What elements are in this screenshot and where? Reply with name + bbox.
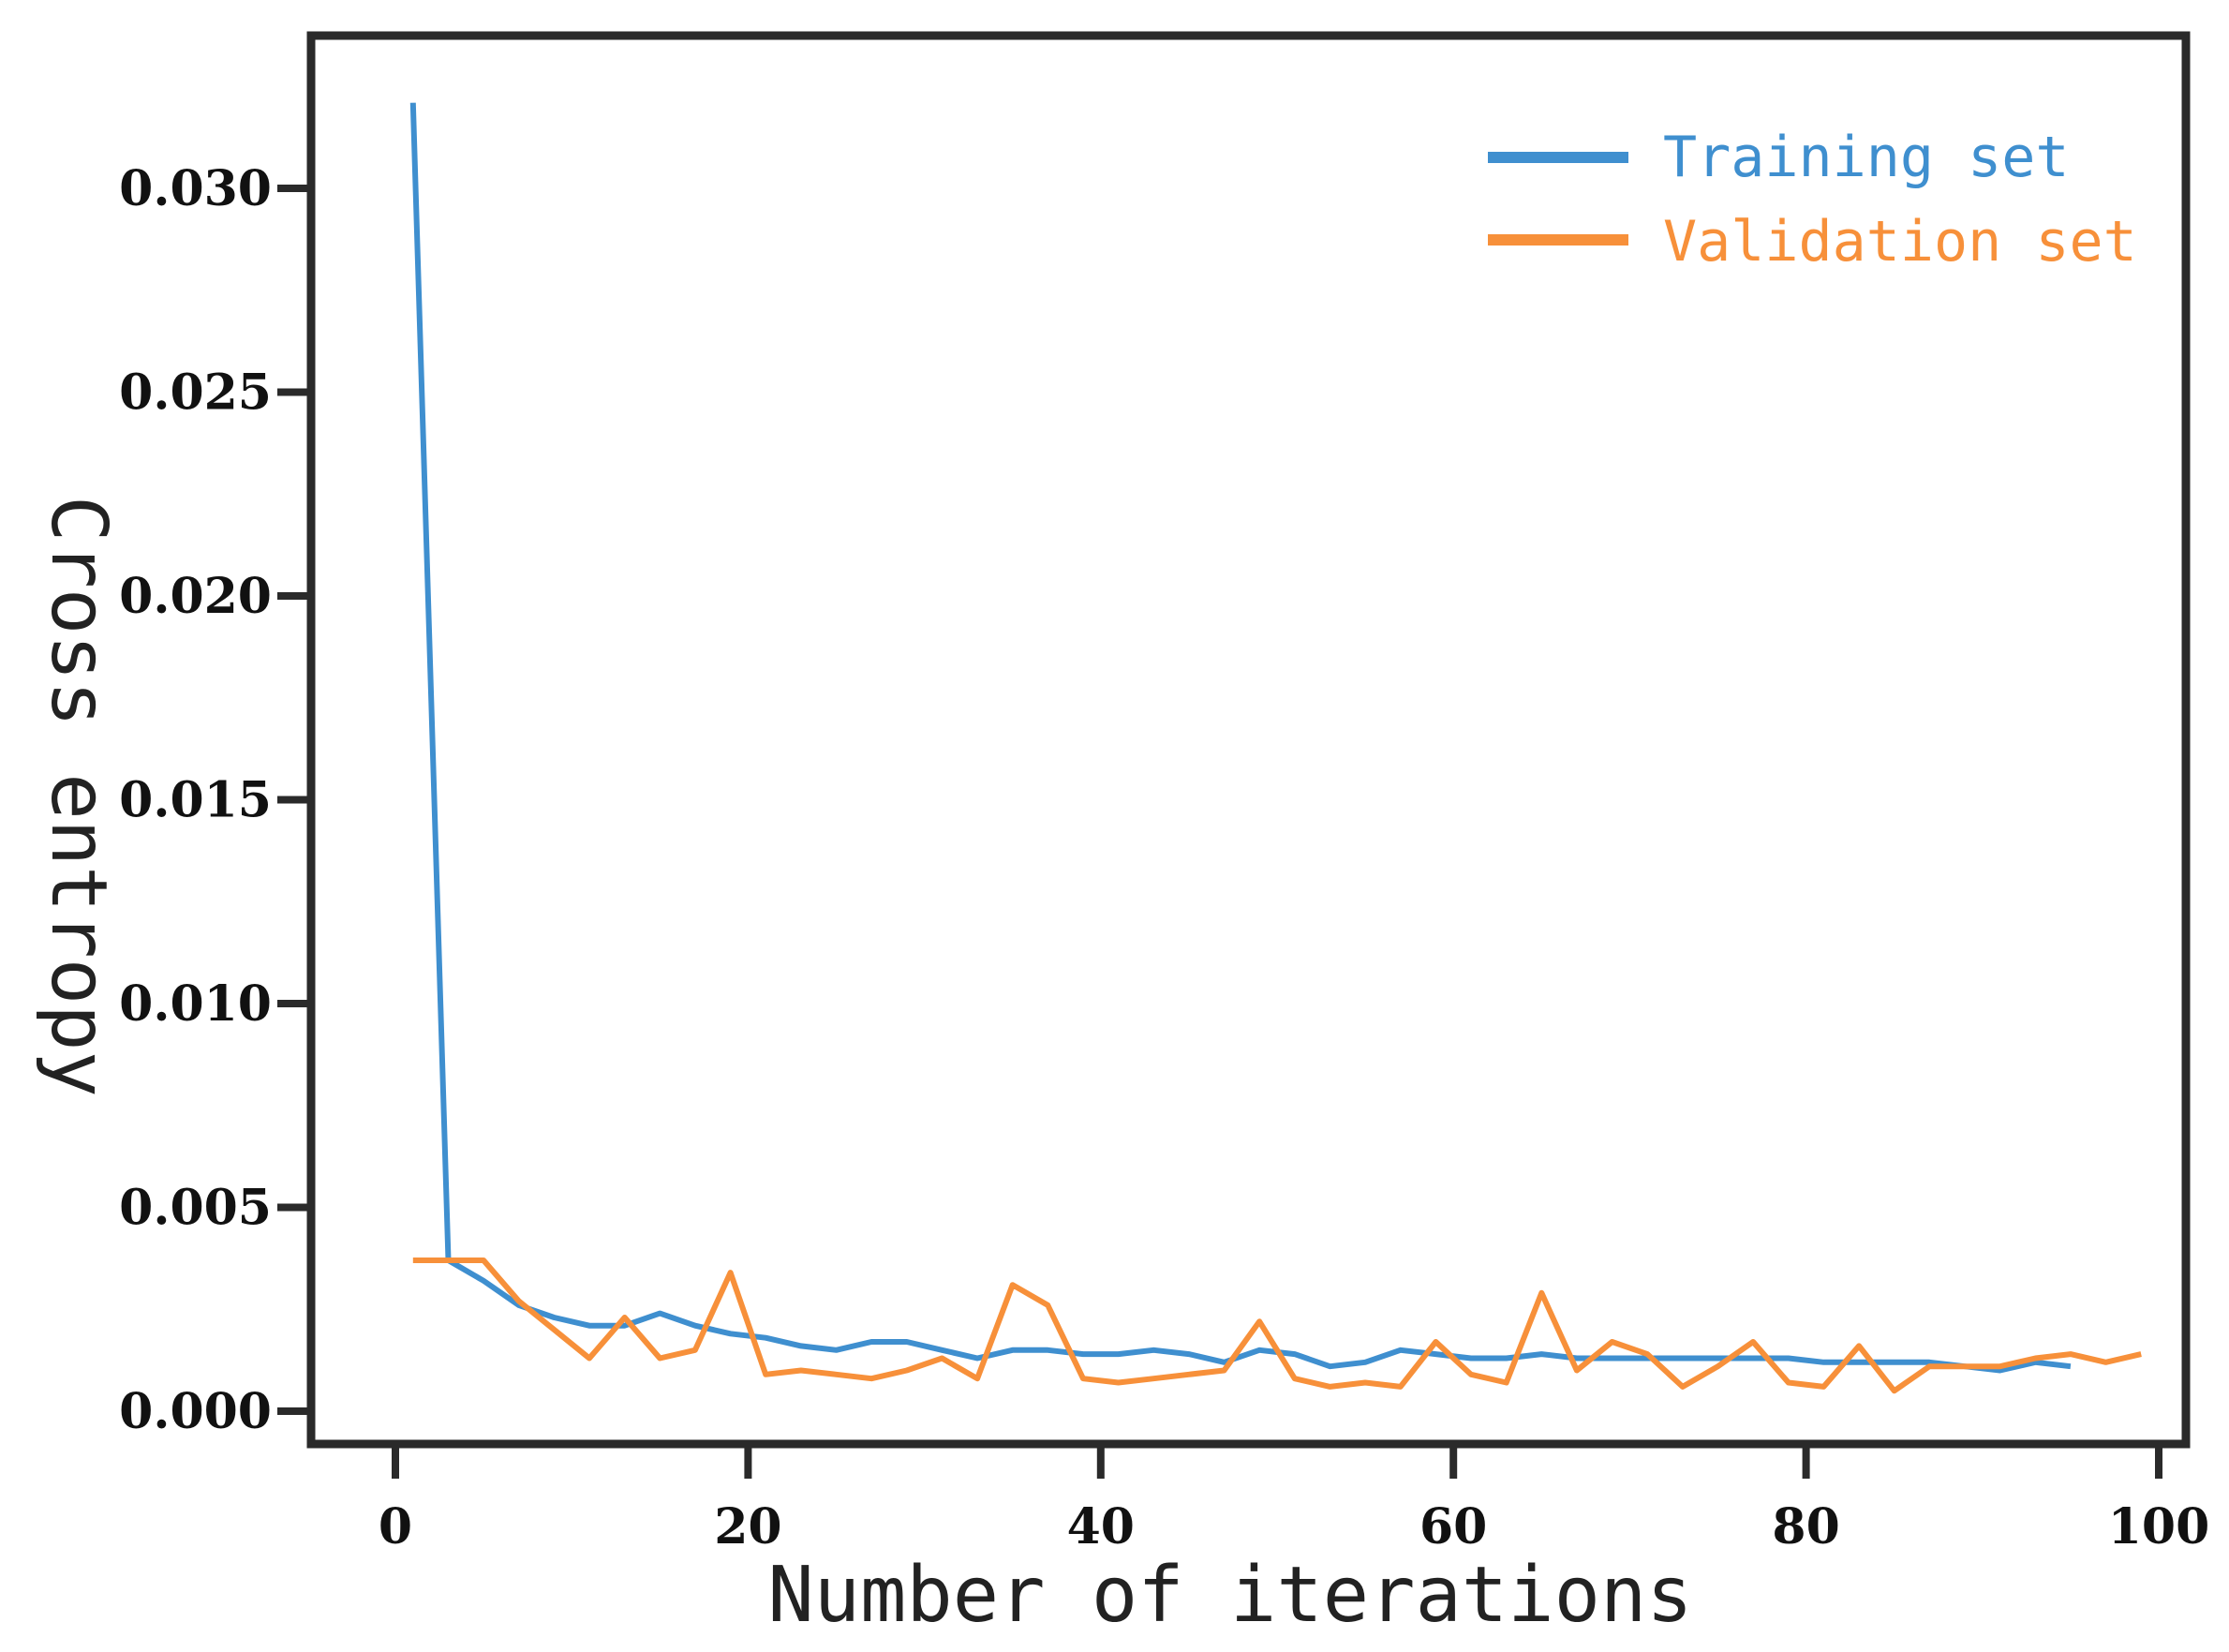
y-tick-label: 0.010 bbox=[119, 975, 272, 1033]
x-tick-label: 80 bbox=[1772, 1498, 1839, 1555]
legend-label-training: Training set bbox=[1663, 125, 2069, 190]
y-tick-label: 0.015 bbox=[119, 772, 272, 829]
legend: Training set Validation set bbox=[1488, 125, 2137, 275]
y-axis: 0.000 0.005 0.010 0.015 0.020 0.025 0.030 bbox=[119, 160, 311, 1440]
y-axis-title: Cross entropy bbox=[34, 496, 123, 1097]
x-axis-title: Number of iterations bbox=[767, 1551, 1692, 1640]
series-layer bbox=[409, 102, 2142, 1394]
x-axis: 0 20 40 60 80 100 bbox=[379, 1444, 2209, 1555]
x-tick-label: 20 bbox=[714, 1498, 781, 1555]
validation-set-line bbox=[412, 1258, 2142, 1394]
y-tick-label: 0.030 bbox=[119, 160, 272, 217]
y-tick-label: 0.020 bbox=[119, 568, 272, 625]
y-tick-label: 0.005 bbox=[119, 1180, 272, 1237]
x-tick-label: 60 bbox=[1419, 1498, 1487, 1555]
plot-frame bbox=[306, 31, 2191, 1449]
x-tick-label: 0 bbox=[379, 1498, 412, 1555]
y-tick-label: 0.000 bbox=[119, 1383, 272, 1440]
x-tick-label: 100 bbox=[2108, 1498, 2210, 1555]
legend-label-validation: Validation set bbox=[1663, 209, 2137, 275]
y-tick-label: 0.025 bbox=[119, 365, 272, 422]
training-set-line bbox=[409, 102, 2072, 1374]
x-tick-label: 40 bbox=[1067, 1498, 1135, 1555]
